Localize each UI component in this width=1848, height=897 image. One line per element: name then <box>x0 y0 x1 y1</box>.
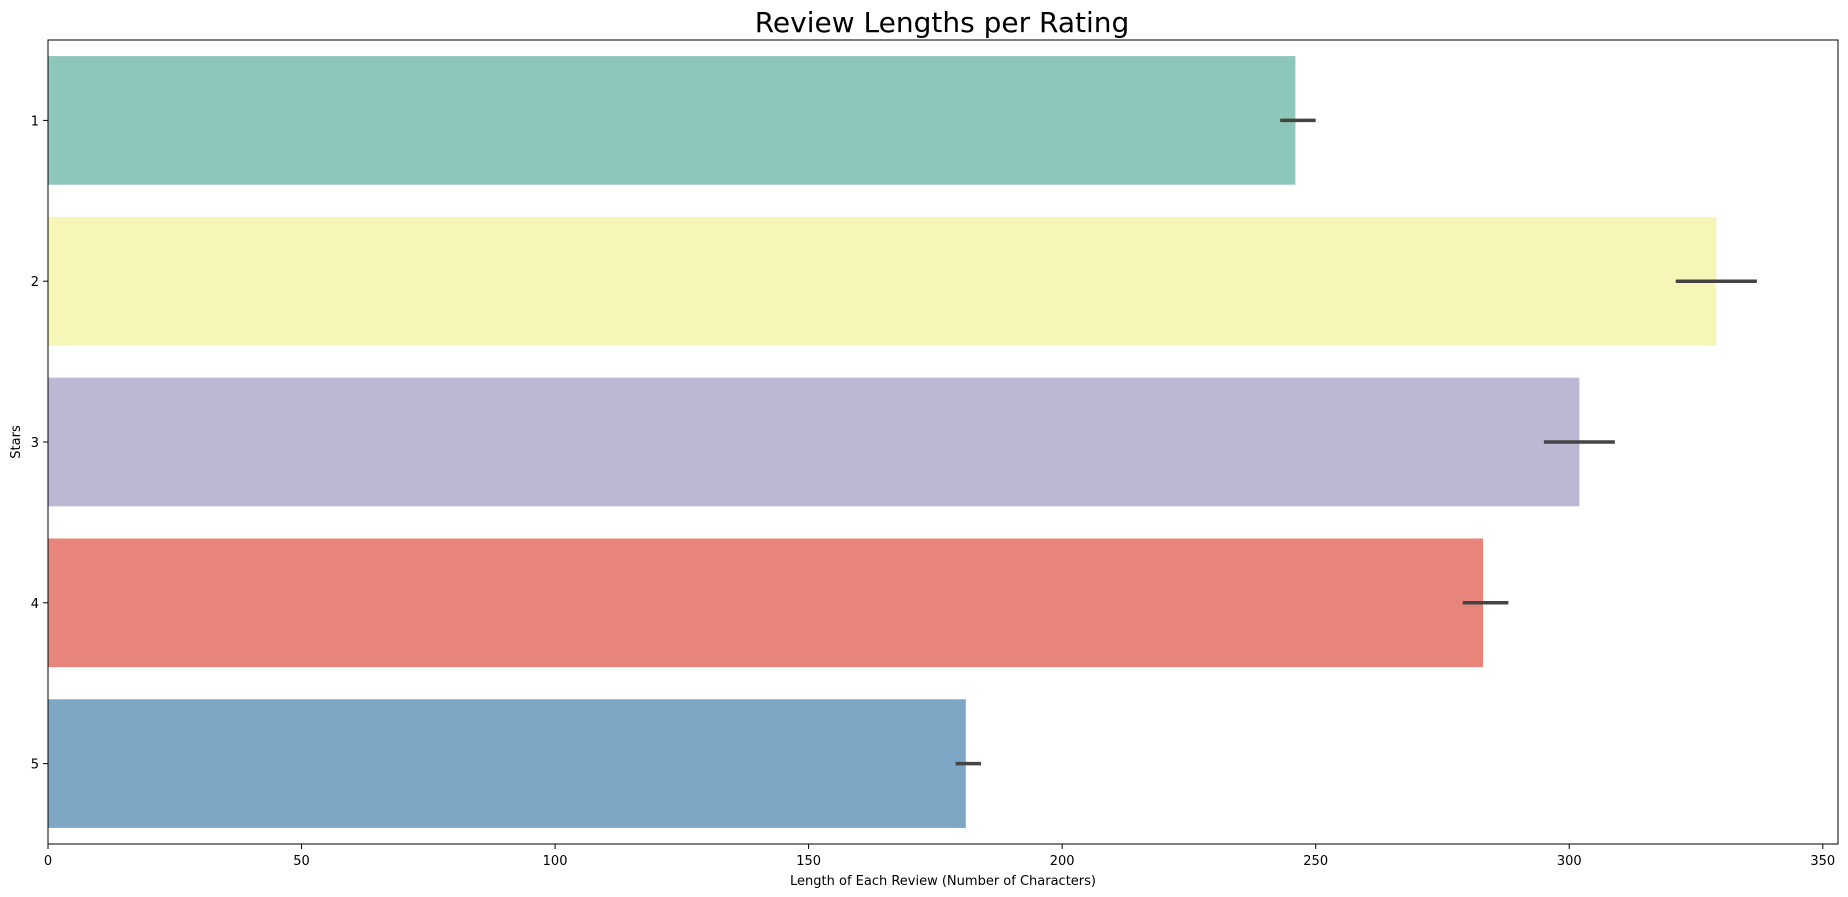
bar-5 <box>48 699 966 828</box>
y-tick-label-2: 2 <box>31 275 39 290</box>
bar-1 <box>48 56 1296 185</box>
y-tick-label-3: 3 <box>31 436 39 451</box>
bar-2 <box>48 216 1717 346</box>
error-bars <box>955 118 1757 766</box>
x-axis-label: Length of Each Review (Number of Charact… <box>790 874 1096 889</box>
bar-4 <box>48 538 1484 668</box>
x-tick-label-50: 50 <box>293 854 310 869</box>
x-tick-label-250: 250 <box>1303 854 1328 869</box>
y-axis-ticks: 1 2 3 4 5 <box>31 114 48 773</box>
bars <box>48 56 1717 828</box>
x-tick-label-300: 300 <box>1557 854 1582 869</box>
y-axis-label: Stars <box>9 425 24 459</box>
x-tick-label-150: 150 <box>796 854 821 869</box>
bar-3 <box>48 377 1580 507</box>
x-tick-label-100: 100 <box>543 854 568 869</box>
x-tick-label-200: 200 <box>1050 854 1075 869</box>
x-axis-ticks: 0 50 100 150 200 250 300 350 <box>44 844 1835 869</box>
y-tick-label-4: 4 <box>31 597 39 612</box>
x-tick-label-350: 350 <box>1810 854 1835 869</box>
y-tick-label-5: 5 <box>31 758 39 773</box>
chart-title: Review Lengths per Rating <box>755 6 1130 39</box>
y-tick-label-1: 1 <box>31 114 39 129</box>
x-tick-label-0: 0 <box>44 854 52 869</box>
